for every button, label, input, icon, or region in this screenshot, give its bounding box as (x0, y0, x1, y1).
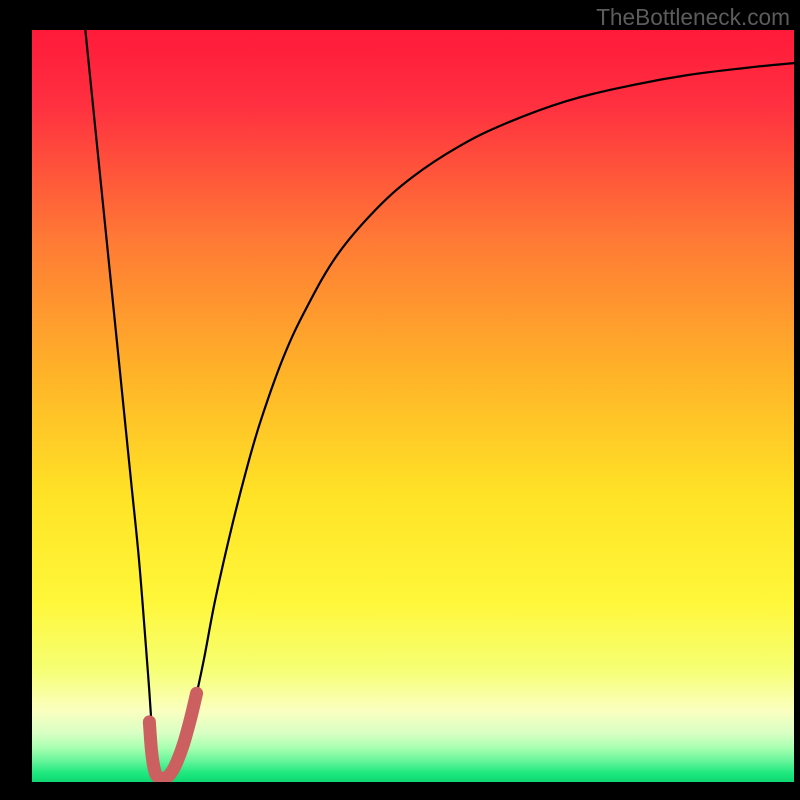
frame-right (794, 0, 800, 800)
watermark-text: TheBottleneck.com (596, 4, 790, 31)
frame-bottom (0, 782, 800, 800)
optimal-marker (149, 693, 196, 778)
bottleneck-curve (85, 30, 794, 780)
plot-area (32, 30, 794, 782)
chart-container: TheBottleneck.com (0, 0, 800, 800)
chart-svg (32, 30, 794, 782)
frame-left (0, 0, 32, 800)
